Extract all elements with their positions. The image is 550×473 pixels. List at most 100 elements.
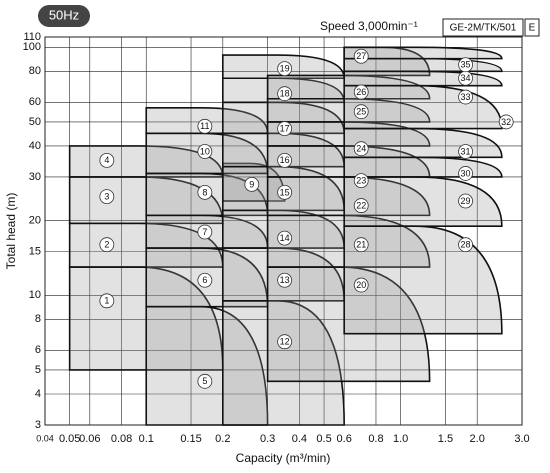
region-badge [277,61,293,77]
x-tick-label: 0.8 [368,433,383,445]
pump-region [343,127,503,159]
region-label: 8 [202,187,207,197]
x-tick-label: 0.06 [79,433,100,445]
x-tick-label: 0.3 [260,433,275,445]
y-tick-label: 50 [29,116,41,128]
region-label: 32 [501,117,511,127]
region-label: 6 [202,275,207,285]
region-label: 25 [356,107,366,117]
x-tick-label: 0.4 [292,433,307,445]
y-tick-label: 30 [29,171,41,183]
pump-region [343,46,503,60]
region-label: 23 [356,175,366,185]
region-label: 1 [104,296,109,306]
region-label: 13 [280,275,290,285]
region-badge [458,144,473,159]
freq-badge [38,5,90,27]
region-label: 18 [280,89,290,99]
region-badge [498,114,514,130]
region-label: 27 [356,51,366,61]
region-badge [353,277,369,293]
y-tick-label: 4 [35,388,41,400]
y-tick-label: 100 [23,41,41,53]
region-badge [353,141,369,157]
region-badge [277,184,293,200]
speed-label: Speed 3,000min⁻¹ [320,19,418,33]
y-tick-label: 5 [35,364,41,376]
x-tick-label: 2.0 [470,433,485,445]
region-label: 20 [356,280,366,290]
region-label: 16 [280,155,290,165]
region-label: 12 [280,337,290,347]
region-label: 24 [356,144,366,154]
region-badge [277,121,293,136]
region-badge [353,237,369,253]
code-label: E [529,23,536,34]
y-tick-label: 10 [29,289,41,301]
region-badge [458,237,473,253]
pump-region [343,156,503,178]
region-badge [353,104,369,120]
x-tick-label: 0.2 [215,433,230,445]
region-label: 2 [104,240,109,250]
y-tick-label: 3 [35,419,41,431]
region-badge [197,373,213,389]
region-badge [458,166,473,181]
x-tick-label: 1.5 [438,433,453,445]
region-badge [353,84,369,100]
region-label: 11 [200,121,209,131]
freq-label: 50Hz [49,7,79,22]
pump-region [343,70,503,87]
region-badge [197,118,213,134]
pump-region [266,74,431,100]
region-label: 14 [280,233,290,243]
region-label: 9 [249,179,254,189]
region-badge [353,198,369,213]
region-badge [99,293,115,309]
region-label: 19 [280,64,290,74]
x-tick-label: 0.6 [337,433,352,445]
region-label: 7 [202,227,207,237]
y-tick-label: 110 [23,31,41,43]
x-axis-label: Capacity (m³/min) [236,451,331,465]
region-label: 5 [202,376,207,386]
region-label: 33 [461,92,471,102]
region-badge [99,152,115,168]
region-badge [277,86,293,102]
region-label: 3 [104,191,109,201]
region-label: 30 [461,168,471,178]
region-label: 10 [200,146,210,156]
x-tick-label: 0.08 [111,433,132,445]
region-label: 22 [356,200,366,210]
region-badge [277,152,293,168]
region-badge [277,230,293,246]
x-tick-label: 0.04 [36,433,54,443]
region-label: 29 [461,196,471,206]
x-tick-label: 0.15 [180,433,201,445]
y-tick-label: 20 [29,215,41,227]
region-badge [197,224,213,240]
region-badge [197,184,213,200]
x-tick-label: 3.0 [514,433,529,445]
region-label: 28 [461,240,471,250]
model-label: GE-2M/TK/501 [450,23,517,34]
region-badge [458,193,473,209]
region-badge [99,237,115,253]
region-label: 15 [280,187,290,197]
region-badge [197,272,213,288]
region-label: 21 [356,240,366,250]
y-axis-label: Total head (m) [4,193,18,270]
region-badge [353,173,369,189]
region-badge [353,48,369,64]
x-tick-label: 0.1 [139,433,154,445]
model-box [442,18,524,37]
y-tick-label: 8 [35,313,41,325]
region-label: 31 [461,146,471,156]
x-tick-label: 1.0 [393,433,408,445]
region-label: 4 [104,155,109,165]
y-tick-label: 80 [29,65,41,77]
x-tick-label: 0.5 [316,433,331,445]
y-tick-label: 40 [29,140,41,152]
region-badge [99,189,115,205]
